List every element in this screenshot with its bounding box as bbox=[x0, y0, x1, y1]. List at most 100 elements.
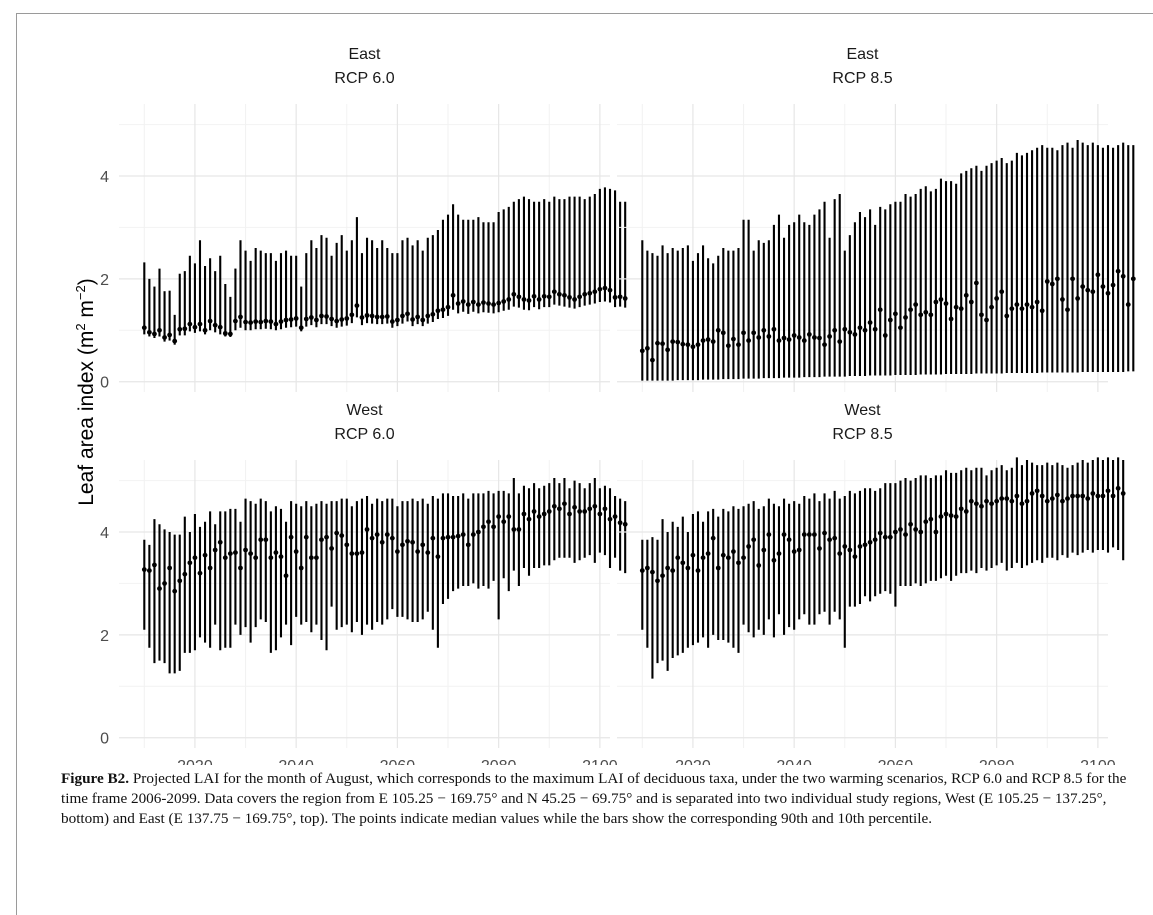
median-point bbox=[374, 314, 380, 320]
median-point bbox=[827, 537, 832, 543]
median-point bbox=[389, 535, 395, 541]
median-point bbox=[736, 560, 741, 566]
median-point bbox=[425, 313, 431, 319]
median-point bbox=[334, 530, 340, 536]
median-point bbox=[526, 298, 532, 303]
median-point bbox=[384, 314, 390, 319]
median-point bbox=[989, 501, 994, 507]
median-point bbox=[501, 299, 507, 304]
median-point bbox=[675, 339, 681, 345]
median-point bbox=[369, 313, 375, 319]
median-point bbox=[766, 334, 772, 339]
median-point bbox=[923, 309, 929, 315]
median-point bbox=[827, 334, 832, 339]
x-tick-label: 2020 bbox=[177, 758, 213, 765]
median-point bbox=[167, 565, 173, 571]
median-point bbox=[354, 551, 360, 556]
median-point bbox=[146, 329, 152, 335]
median-point bbox=[511, 527, 517, 532]
median-point bbox=[973, 501, 979, 507]
median-point bbox=[253, 319, 259, 324]
median-point bbox=[1070, 276, 1075, 282]
median-point bbox=[253, 555, 259, 561]
median-point bbox=[1080, 493, 1086, 499]
panel-scenario-label: RCP 8.5 bbox=[832, 426, 892, 443]
median-point bbox=[781, 335, 787, 341]
median-point bbox=[460, 532, 466, 537]
median-point bbox=[501, 519, 507, 525]
median-point bbox=[1044, 279, 1050, 284]
median-point bbox=[556, 506, 562, 512]
median-point bbox=[989, 304, 994, 310]
median-point bbox=[293, 316, 299, 321]
median-point bbox=[1054, 492, 1060, 498]
median-point bbox=[420, 317, 426, 323]
median-point bbox=[776, 338, 782, 343]
median-point bbox=[486, 519, 491, 525]
median-point bbox=[903, 532, 908, 537]
median-point bbox=[1009, 498, 1015, 504]
median-point bbox=[720, 552, 726, 558]
median-point bbox=[197, 570, 203, 576]
median-point bbox=[1100, 284, 1106, 289]
median-point bbox=[141, 567, 147, 572]
median-point bbox=[556, 291, 562, 297]
median-point bbox=[288, 534, 294, 540]
median-point bbox=[319, 313, 324, 319]
median-point bbox=[344, 542, 350, 548]
median-point bbox=[536, 297, 542, 302]
median-point bbox=[157, 586, 162, 591]
median-point bbox=[639, 568, 645, 573]
median-point bbox=[953, 514, 959, 519]
median-point bbox=[933, 529, 939, 535]
median-point bbox=[1039, 308, 1045, 314]
median-point bbox=[415, 549, 421, 554]
median-point bbox=[415, 314, 421, 320]
median-point bbox=[639, 348, 645, 354]
median-point bbox=[491, 524, 496, 530]
median-point bbox=[572, 504, 577, 510]
median-point bbox=[157, 327, 162, 333]
median-point bbox=[536, 514, 542, 519]
panel-scenario-label: RCP 6.0 bbox=[334, 70, 394, 87]
median-point bbox=[602, 506, 608, 512]
median-point bbox=[1049, 496, 1055, 501]
median-point bbox=[979, 503, 984, 509]
median-point bbox=[761, 327, 767, 333]
median-point bbox=[541, 511, 547, 517]
median-point bbox=[465, 542, 471, 548]
median-point bbox=[288, 317, 294, 322]
median-point bbox=[1105, 488, 1111, 494]
median-point bbox=[1049, 281, 1055, 287]
median-point bbox=[227, 551, 233, 556]
median-point bbox=[685, 565, 691, 571]
median-point bbox=[162, 335, 167, 340]
median-point bbox=[1085, 287, 1091, 293]
x-tick-label: 2080 bbox=[481, 758, 517, 765]
median-point bbox=[644, 565, 650, 571]
panel-region-label: West bbox=[844, 402, 881, 419]
median-point bbox=[506, 297, 512, 302]
median-point bbox=[1115, 268, 1121, 274]
median-point bbox=[1044, 498, 1050, 504]
median-point bbox=[592, 289, 598, 295]
median-point bbox=[182, 326, 188, 332]
median-point bbox=[546, 509, 552, 514]
median-point bbox=[308, 555, 314, 561]
panel-west-rcp60: West RCP 6.0 0 2 4 2020 2040 2060 2080 2100 bbox=[100, 402, 628, 765]
median-point bbox=[248, 551, 254, 556]
median-point bbox=[1065, 307, 1070, 313]
median-point bbox=[650, 569, 655, 575]
median-point bbox=[430, 311, 436, 317]
median-point bbox=[1014, 493, 1020, 499]
median-point bbox=[207, 318, 213, 324]
median-point bbox=[832, 327, 838, 333]
median-point bbox=[1130, 276, 1136, 282]
median-point bbox=[410, 539, 415, 545]
median-point bbox=[746, 338, 752, 343]
median-point bbox=[766, 532, 772, 537]
median-point bbox=[660, 341, 665, 347]
median-point bbox=[1060, 498, 1065, 504]
median-point bbox=[222, 555, 228, 561]
panel-west-rcp85: West RCP 8.5 2020 2040 2060 2080 2100 bbox=[617, 402, 1126, 765]
